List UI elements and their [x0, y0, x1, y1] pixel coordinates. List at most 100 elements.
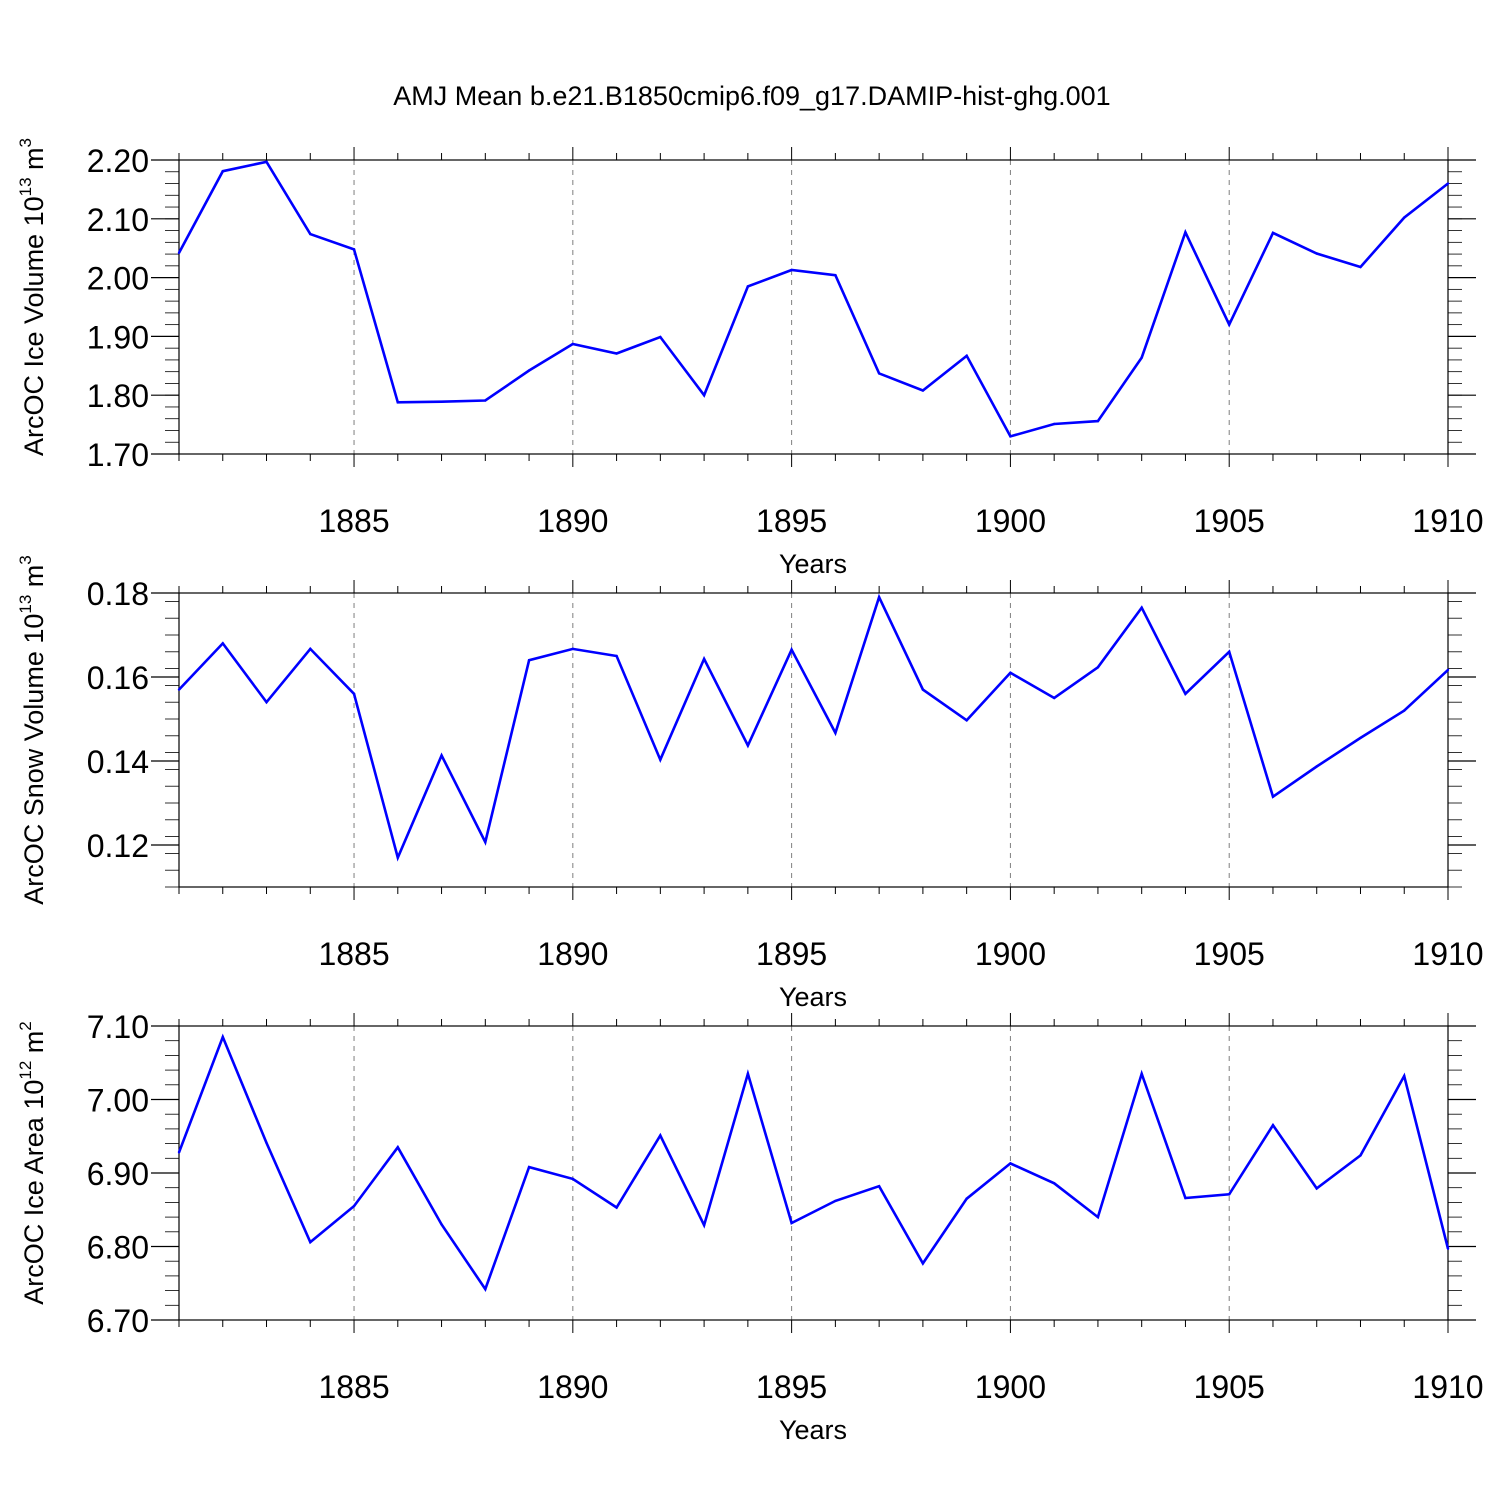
data-point [659, 758, 662, 761]
data-point [1403, 709, 1406, 712]
data-point [1271, 1124, 1275, 1127]
panel-ice-volume: 1.70 1.80 1.90 2.00 2.10 2.20 1885 1890 1895 1900… [16, 138, 1484, 579]
data-point [877, 372, 881, 375]
x-tick-label: 1905 [1194, 503, 1265, 539]
data-point [615, 1206, 618, 1209]
x-tick-label: 1910 [1412, 1369, 1483, 1405]
y-tick-label: 6.70 [87, 1303, 149, 1339]
series-line [178, 593, 1449, 862]
data-point [177, 1151, 181, 1154]
x-tick-label: 1900 [975, 936, 1046, 972]
y-tick-label: 7.10 [87, 1009, 149, 1045]
x-tick-label: 1885 [318, 1369, 389, 1405]
y-axis-title: ArcOC Ice Volume 1013 m3 [16, 138, 49, 456]
data-point [1009, 1162, 1012, 1165]
data-point [702, 1223, 706, 1227]
data-point [396, 1146, 399, 1149]
data-point [571, 342, 575, 346]
data-point [1096, 1215, 1100, 1219]
data-point [921, 1262, 925, 1265]
data-point [1315, 1187, 1318, 1190]
data-point [352, 692, 356, 695]
data-point [965, 719, 968, 722]
plot-frame [178, 159, 1449, 455]
data-point [1096, 666, 1100, 669]
data-point [484, 1287, 487, 1291]
data-point [1052, 1182, 1056, 1185]
data-point [965, 1197, 968, 1200]
y-axis-title-unit: m [19, 1031, 49, 1061]
data-point [177, 251, 181, 255]
data-point [440, 1223, 443, 1226]
y-axis-title-unit-exponent: 3 [16, 555, 35, 564]
y-axis-title-unit-exponent: 3 [16, 138, 35, 147]
data-point [484, 399, 487, 402]
y-axis-title-text: ArcOC Ice Volume 10 [19, 196, 49, 456]
data-point [790, 648, 793, 651]
y-tick-label: 1.70 [87, 437, 149, 473]
y-tick-label: 1.90 [87, 319, 149, 355]
data-point [221, 1035, 224, 1039]
y-tick-label: 2.20 [87, 143, 149, 179]
y-axis-title-unit: m [19, 147, 49, 177]
y-axis-title: ArcOC Ice Area 1012 m2 [16, 1021, 49, 1305]
y-axis-title-unit-exponent: 2 [16, 1021, 35, 1030]
y-tick-label: 1.80 [87, 378, 149, 414]
data-point [790, 1221, 793, 1225]
panel-ice-area: 6.70 6.80 6.90 7.00 7.10 1885 1890 1895 1900 1905… [16, 1009, 1484, 1445]
x-tick-label: 1905 [1194, 1369, 1265, 1405]
data-point [746, 285, 750, 288]
y-axis-title-exponent: 13 [16, 595, 35, 614]
data-point [396, 856, 399, 859]
data-point [1403, 1074, 1406, 1078]
data-point [1359, 1154, 1362, 1157]
data-point [1315, 765, 1318, 768]
x-tick-label: 1910 [1412, 503, 1483, 539]
data-point [1228, 650, 1231, 653]
y-tick-label: 0.18 [87, 576, 149, 612]
x-tick-label: 1885 [318, 936, 389, 972]
series-line [177, 1033, 1450, 1292]
y-axis-title-exponent: 12 [16, 1061, 35, 1080]
x-tick-label: 1910 [1412, 936, 1483, 972]
data-point [527, 659, 531, 662]
x-axis-title: Years [779, 549, 847, 579]
data-point [527, 369, 531, 372]
y-tick-label: 6.90 [87, 1156, 149, 1192]
y-tick-label: 6.80 [87, 1230, 149, 1266]
data-point [877, 596, 881, 599]
data-point [659, 1134, 662, 1137]
data-point [265, 701, 268, 704]
x-tick-label: 1900 [975, 1369, 1046, 1405]
data-point [352, 248, 356, 251]
series-line [177, 160, 1449, 438]
x-tick-label: 1900 [975, 503, 1046, 539]
data-point [1446, 182, 1450, 185]
data-point [1315, 252, 1318, 255]
x-tick-label: 1885 [318, 503, 389, 539]
data-point [877, 1185, 881, 1188]
y-axis-title-unit: m [19, 565, 49, 595]
data-point [1184, 1196, 1187, 1200]
data-point [1228, 1193, 1231, 1196]
y-tick-label: 0.14 [87, 744, 149, 780]
data-point [571, 1177, 575, 1181]
chart-title: AMJ Mean b.e21.B1850cmip6.f09_g17.DAMIP-… [393, 81, 1110, 111]
data-point [440, 754, 443, 757]
data-point [309, 232, 312, 236]
data-point [177, 688, 181, 691]
data-point [965, 354, 968, 358]
y-tick-label: 0.16 [87, 660, 149, 696]
data-point [1403, 216, 1406, 219]
data-point [484, 840, 487, 844]
data-point [921, 389, 925, 392]
data-point [396, 401, 399, 404]
x-tick-label: 1890 [537, 503, 608, 539]
x-axis-title: Years [779, 1415, 847, 1445]
data-point [746, 744, 750, 747]
panel-snow-volume: 0.12 0.14 0.16 0.18 1885 1890 1895 1900 1905 1910… [16, 555, 1484, 1012]
data-point [527, 1165, 531, 1169]
x-tick-label: 1890 [537, 936, 608, 972]
data-point [309, 647, 312, 651]
